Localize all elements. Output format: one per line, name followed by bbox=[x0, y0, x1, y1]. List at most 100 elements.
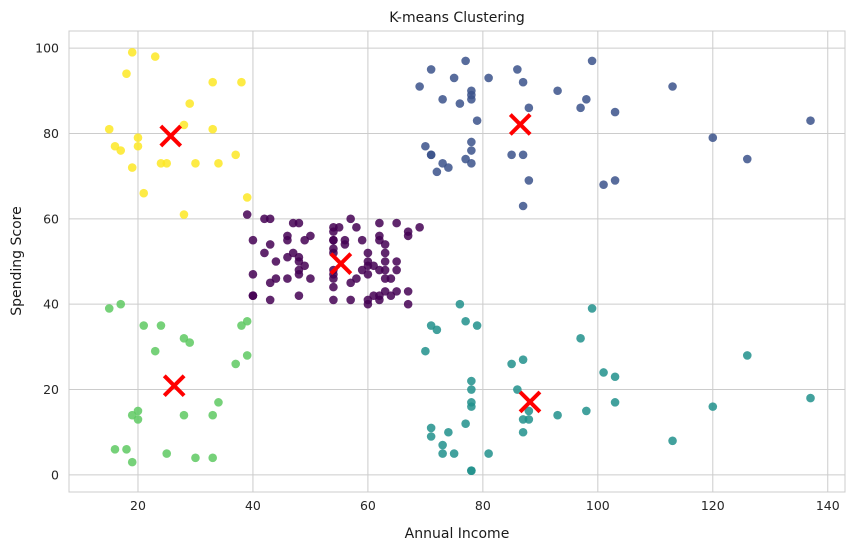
cluster-2-point bbox=[426, 432, 436, 441]
cluster-0-point bbox=[271, 274, 281, 283]
cluster-1-point bbox=[806, 116, 815, 125]
cluster-0-point bbox=[306, 231, 315, 241]
cluster-3-point bbox=[208, 410, 218, 420]
cluster-0-point bbox=[392, 287, 401, 296]
cluster-1-point bbox=[518, 201, 528, 211]
cluster-4-point bbox=[150, 52, 160, 61]
x-tick-label: 20 bbox=[130, 498, 146, 513]
cluster-2-point bbox=[444, 427, 453, 437]
cluster-3-point bbox=[156, 321, 166, 330]
cluster-2-point bbox=[449, 449, 459, 458]
cluster-4-point bbox=[122, 69, 131, 78]
cluster-2-point bbox=[599, 368, 608, 377]
cluster-3-point bbox=[242, 316, 252, 326]
cluster-0-point bbox=[329, 244, 338, 253]
centroid-stroke bbox=[329, 252, 353, 275]
cluster-0-point bbox=[294, 270, 304, 279]
x-tick-label: 60 bbox=[360, 498, 376, 513]
centroid-marker bbox=[162, 374, 186, 398]
cluster-3-point bbox=[162, 449, 172, 458]
cluster-0-point bbox=[386, 274, 396, 283]
y-tick-label: 80 bbox=[43, 126, 59, 141]
cluster-3-point bbox=[179, 410, 189, 420]
cluster-1-point bbox=[524, 176, 534, 185]
centroid-stroke bbox=[518, 390, 542, 414]
cluster-0-point bbox=[334, 223, 344, 232]
cluster-0-point bbox=[265, 240, 275, 249]
cluster-1-point bbox=[610, 107, 620, 117]
y-tick-label: 20 bbox=[43, 382, 59, 397]
cluster-1-point bbox=[599, 180, 608, 189]
cluster-0-point bbox=[260, 248, 269, 258]
cluster-3-point bbox=[110, 445, 120, 454]
x-tick-label: 80 bbox=[475, 498, 491, 513]
cluster-0-point bbox=[306, 274, 315, 283]
cluster-0-point bbox=[403, 287, 413, 296]
cluster-2-point bbox=[472, 321, 482, 330]
cluster-0-point bbox=[300, 261, 309, 271]
cluster-1-point bbox=[438, 94, 447, 104]
cluster-0-point bbox=[346, 295, 355, 305]
cluster-1-point bbox=[553, 86, 562, 96]
cluster-0-point bbox=[242, 210, 252, 219]
cluster-0-point bbox=[248, 270, 258, 279]
cluster-1-point bbox=[484, 73, 493, 83]
cluster-0-point bbox=[352, 223, 361, 232]
cluster-0-point bbox=[329, 282, 338, 292]
cluster-1-point bbox=[426, 65, 436, 74]
cluster-4-point bbox=[179, 120, 189, 130]
cluster-3-point bbox=[191, 453, 200, 463]
cluster-2-point bbox=[610, 398, 620, 407]
cluster-2-point bbox=[438, 440, 447, 450]
cluster-3-point bbox=[150, 346, 160, 356]
x-tick-label: 100 bbox=[586, 498, 610, 513]
centroid-marker bbox=[508, 113, 532, 136]
cluster-1-point bbox=[467, 146, 476, 155]
cluster-1-point bbox=[461, 56, 470, 66]
cluster-4-point bbox=[133, 133, 143, 143]
cluster-3-point bbox=[242, 351, 252, 360]
cluster-2-point bbox=[576, 334, 585, 343]
cluster-0-point bbox=[346, 214, 355, 224]
cluster-4-point bbox=[185, 99, 195, 108]
cluster-2-point bbox=[432, 325, 442, 335]
gridlines bbox=[69, 31, 845, 492]
cluster-1-point bbox=[472, 116, 482, 125]
cluster-2-point bbox=[553, 410, 562, 420]
cluster-1-point bbox=[507, 150, 516, 160]
cluster-4-point bbox=[139, 188, 149, 198]
x-tick-label: 40 bbox=[245, 498, 261, 513]
centroid-markers bbox=[159, 113, 542, 414]
centroid-stroke bbox=[162, 374, 186, 398]
cluster-2-point bbox=[668, 436, 677, 446]
cluster-3-point bbox=[104, 304, 114, 313]
cluster-0-point bbox=[248, 235, 258, 245]
cluster-2-point bbox=[742, 351, 752, 360]
cluster-1-point bbox=[426, 150, 436, 160]
cluster-0-point bbox=[283, 235, 292, 245]
cluster-3-point bbox=[122, 445, 131, 454]
cluster-3-point bbox=[208, 453, 218, 463]
x-tick-label: 140 bbox=[816, 498, 840, 513]
cluster-2-point bbox=[518, 355, 528, 364]
cluster-2-point bbox=[438, 449, 447, 458]
cluster-3-point bbox=[231, 359, 240, 369]
cluster-4-point bbox=[237, 77, 246, 87]
cluster-4-point bbox=[231, 150, 240, 160]
cluster-1-point bbox=[421, 141, 430, 151]
plot-frame bbox=[68, 30, 846, 493]
cluster-0-point bbox=[294, 291, 304, 300]
centroid-stroke bbox=[508, 113, 532, 136]
cluster-4-point bbox=[208, 124, 218, 134]
cluster-1-point bbox=[467, 90, 476, 100]
cluster-0-point bbox=[415, 223, 424, 232]
cluster-1-point bbox=[708, 133, 718, 143]
cluster-2-point bbox=[467, 466, 476, 475]
cluster-0-point bbox=[340, 235, 350, 245]
cluster-4-point bbox=[179, 210, 189, 219]
cluster-0-point bbox=[363, 270, 373, 279]
x-tick-label: 120 bbox=[701, 498, 725, 513]
cluster-0-point bbox=[375, 231, 384, 241]
cluster-1-point bbox=[576, 103, 585, 113]
cluster-4-point bbox=[162, 159, 172, 168]
